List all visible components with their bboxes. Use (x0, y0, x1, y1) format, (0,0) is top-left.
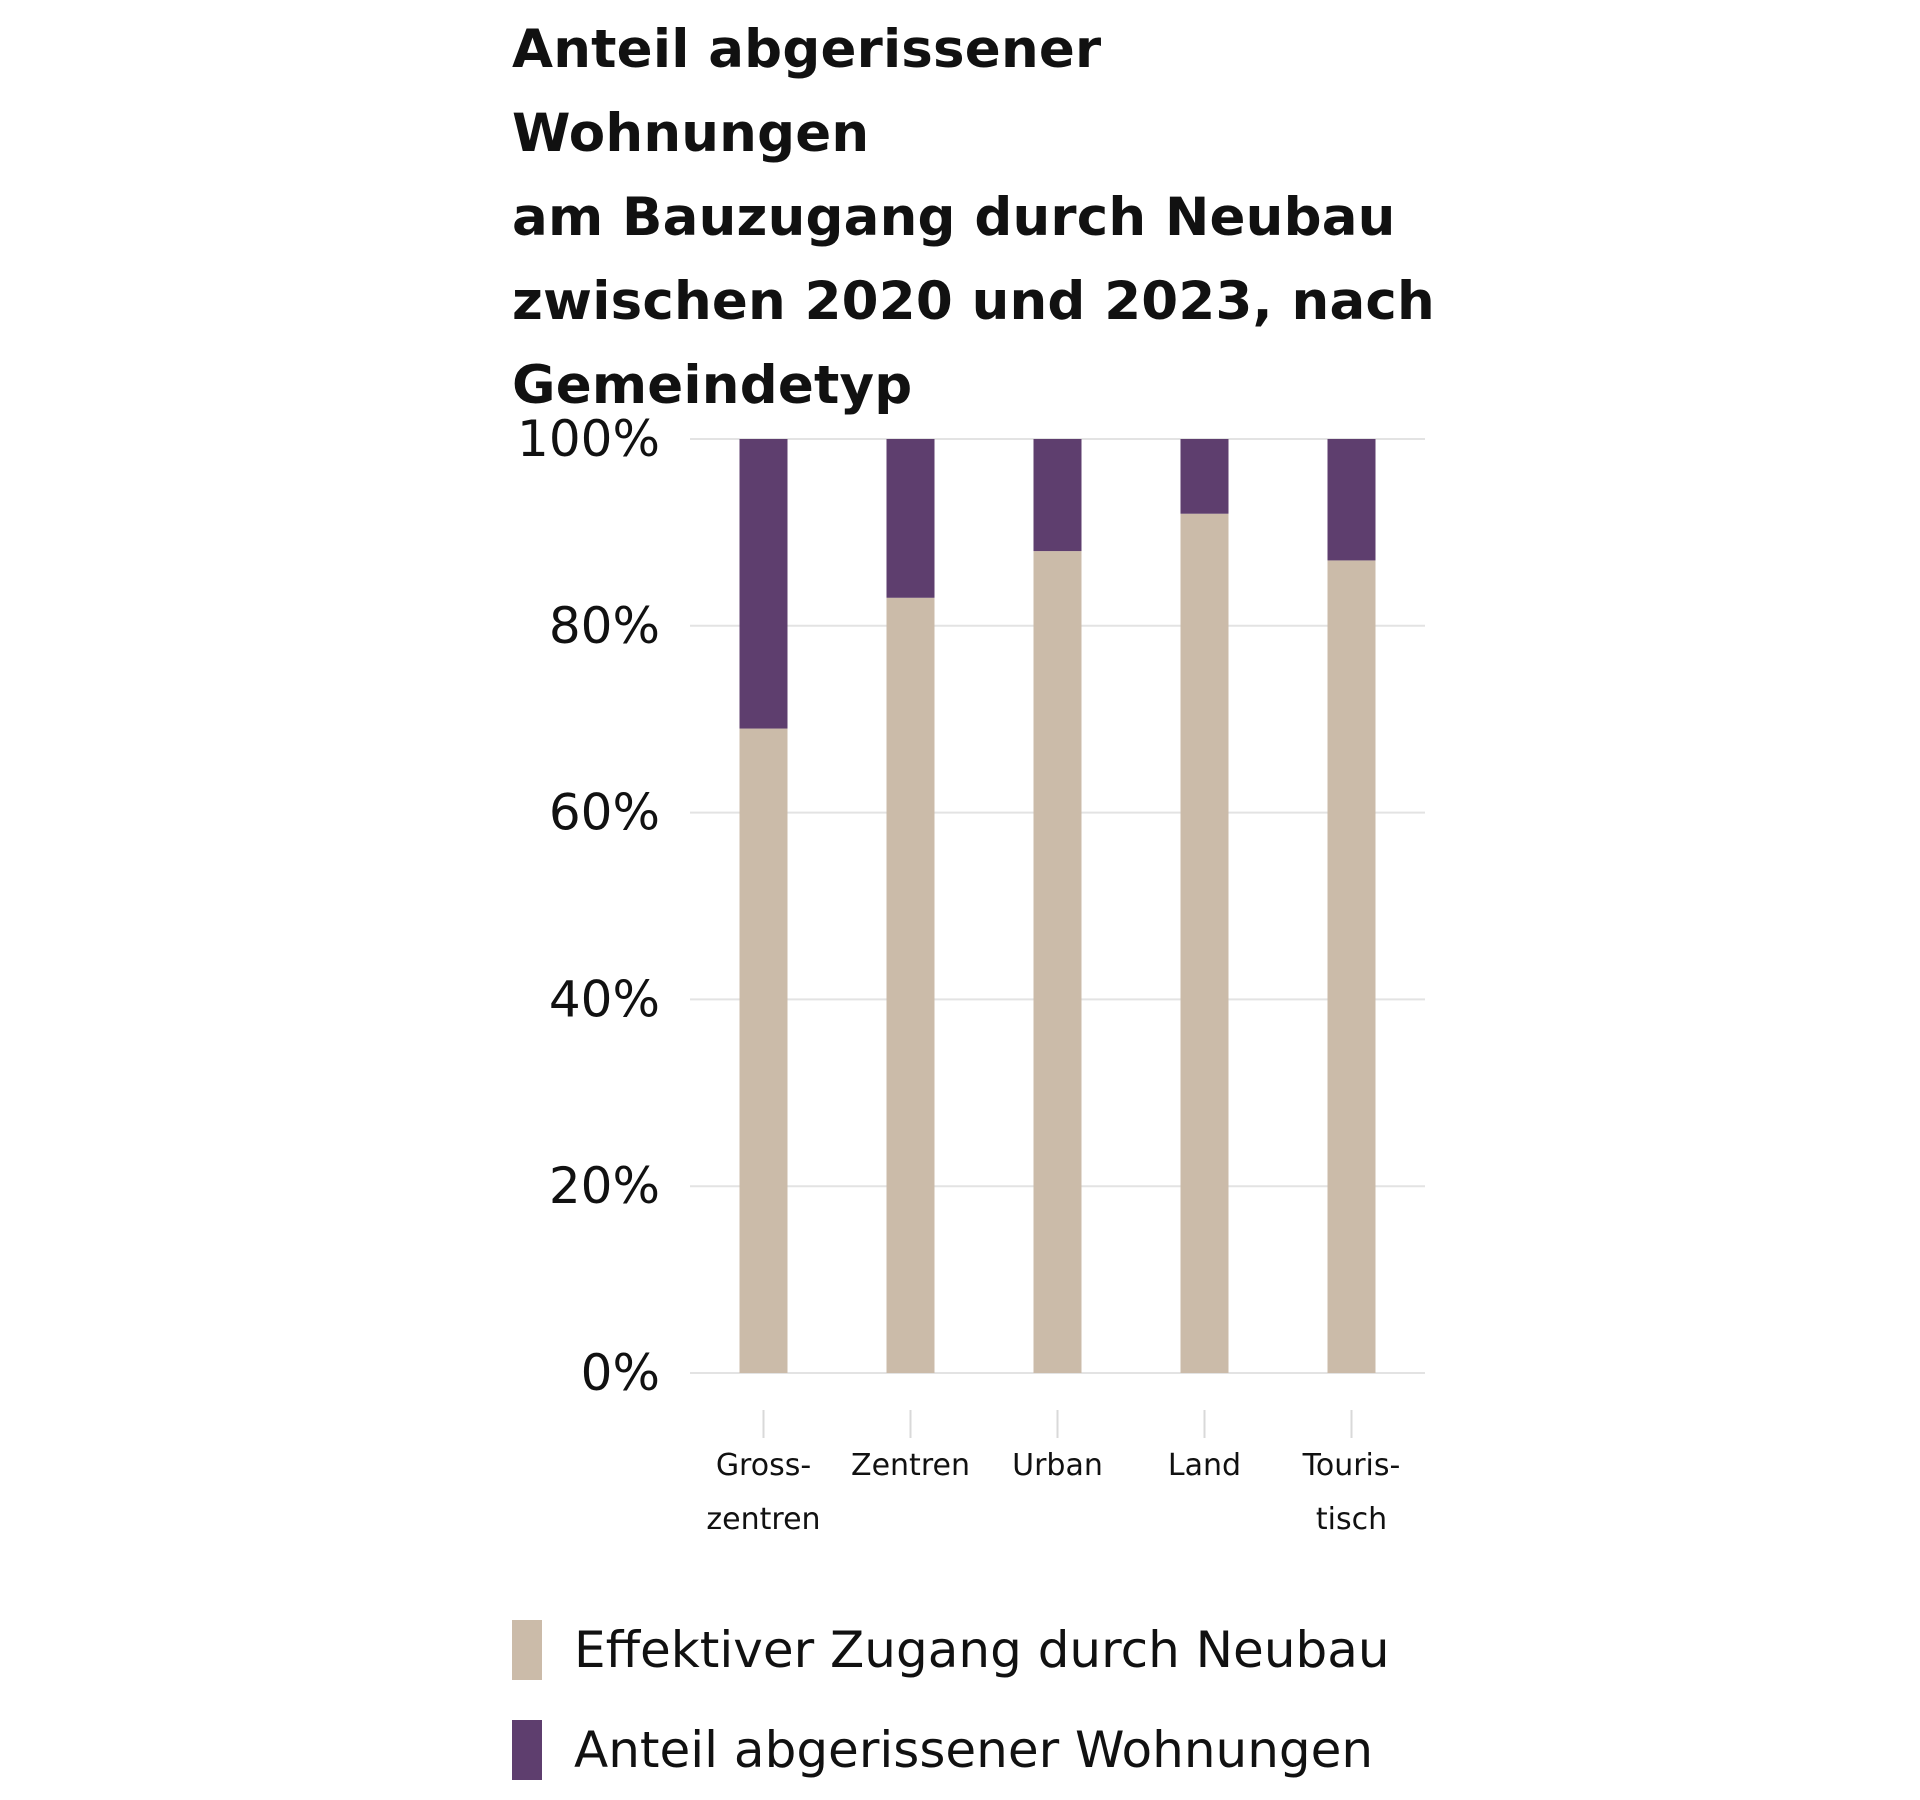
legend-label-neubau: Effektiver Zugang durch Neubau (574, 1621, 1390, 1679)
y-tick-label: 80% (549, 597, 660, 655)
legend-swatch-neubau (512, 1620, 542, 1680)
bar-segment-neubau (739, 728, 788, 1373)
x-tick-label: Urban (1012, 1448, 1103, 1483)
legend-label-abriss: Anteil abgerissener Wohnungen (574, 1721, 1374, 1779)
y-tick-label: 100% (517, 410, 660, 468)
bar-segment-abriss (886, 439, 935, 598)
y-tick-label: 20% (549, 1157, 660, 1215)
legend-item-neubau: Effektiver Zugang durch Neubau (512, 1600, 1612, 1700)
legend-item-abriss: Anteil abgerissener Wohnungen (512, 1700, 1612, 1800)
chart-title: Anteil abgerissener Wohnungen am Bauzuga… (512, 19, 1435, 416)
y-tick-label: 0% (581, 1344, 660, 1402)
x-tick-label: Zentren (851, 1448, 970, 1483)
x-tick-label: Gross-zentren (706, 1448, 820, 1537)
y-tick-label: 60% (549, 784, 660, 842)
legend-swatch-abriss (512, 1720, 542, 1780)
x-tick-label: Land (1168, 1448, 1241, 1483)
y-axis-ticks: 0% 20% 40% 60% 80% 100% (517, 410, 660, 1402)
bar-segment-abriss (739, 439, 788, 729)
x-tick-label: Touris-tisch (1302, 1448, 1401, 1537)
x-axis-ticks: Gross-zentren Zentren Urban Land Touris-tisc… (706, 1410, 1400, 1537)
bar-segment-neubau (1033, 551, 1082, 1373)
bar-segment-neubau (1180, 513, 1229, 1373)
bar-segment-abriss (1033, 439, 1082, 552)
bars (739, 439, 1376, 1373)
bar-segment-neubau (1327, 560, 1376, 1373)
y-tick-label: 40% (549, 970, 660, 1028)
legend: Effektiver Zugang durch Neubau Anteil ab… (512, 1600, 1612, 1800)
bar-segment-abriss (1327, 439, 1376, 561)
bar-segment-neubau (886, 597, 935, 1373)
bar-segment-abriss (1180, 439, 1229, 514)
